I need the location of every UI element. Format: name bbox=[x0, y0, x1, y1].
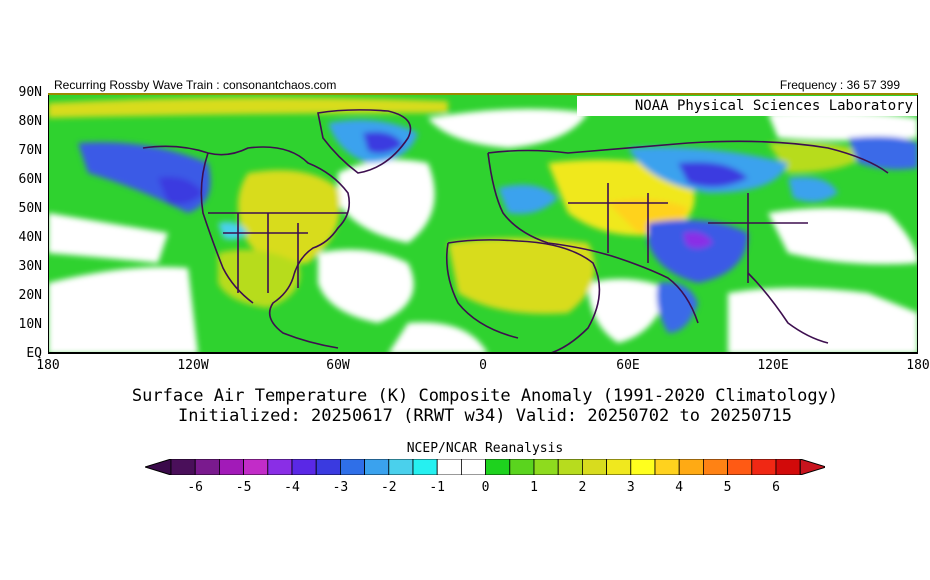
colorbar bbox=[145, 459, 825, 475]
anomaly-warm-canada bbox=[238, 170, 340, 264]
title-line-1: Surface Air Temperature (K) Composite An… bbox=[131, 386, 839, 406]
coast-greenland bbox=[317, 109, 412, 174]
anomaly-white-atlantic-2 bbox=[318, 249, 414, 323]
anomaly-cold-pacific-ne bbox=[848, 136, 918, 170]
colorbar-swatch bbox=[581, 459, 607, 475]
anomaly-warm-north-africa bbox=[448, 238, 595, 314]
colorbar-swatch bbox=[243, 459, 269, 475]
lat-label: 50N bbox=[18, 201, 42, 216]
colorbar-tick-label: -1 bbox=[429, 480, 446, 495]
colorbar-title: NCEP/NCAR Reanalysis bbox=[406, 441, 564, 456]
lat-label: 20N bbox=[18, 288, 42, 303]
header-right-text: Frequency : 36 57 399 bbox=[779, 78, 900, 92]
colorbar-swatch bbox=[460, 459, 486, 475]
colorbar-swatch bbox=[557, 459, 583, 475]
anomaly-cold-tibet-core bbox=[683, 231, 713, 249]
overlay-label: NOAA Physical Sciences Laboratory bbox=[577, 96, 917, 116]
colorbar-swatch bbox=[654, 459, 680, 475]
anomaly-white-south-atlantic bbox=[388, 322, 488, 354]
colorbar-swatch bbox=[315, 459, 341, 475]
title-line-2: Initialized: 20250617 (RRWT w34) Valid: … bbox=[177, 406, 793, 426]
anomaly-white-arctic bbox=[428, 109, 588, 148]
colorbar-swatch bbox=[291, 459, 317, 475]
colorbar-tick-label: 2 bbox=[578, 480, 587, 495]
anomaly-white-pacific-2 bbox=[48, 213, 168, 263]
anomaly-cold-central-us bbox=[218, 221, 248, 240]
colorbar-swatch bbox=[775, 459, 801, 475]
colorbar-tick-label: -3 bbox=[332, 480, 349, 495]
anomaly-warm-arctic bbox=[48, 97, 448, 118]
anomaly-white-pacific-w bbox=[768, 208, 918, 265]
colorbar-swatch bbox=[509, 459, 535, 475]
anomaly-white-east-asia bbox=[768, 111, 918, 141]
colorbar-swatch bbox=[388, 459, 414, 475]
colorbar-swatch bbox=[727, 459, 753, 475]
colorbar-swatch bbox=[533, 459, 559, 475]
anomaly-cold-greenland-core bbox=[363, 131, 403, 154]
lon-label: 120E bbox=[757, 358, 789, 373]
anomaly-cold-tibet bbox=[648, 219, 748, 283]
colorbar-tick-label: -5 bbox=[235, 480, 252, 495]
anomaly-white-atlantic bbox=[338, 159, 435, 243]
colorbar-tick-label: 4 bbox=[675, 480, 684, 495]
anomaly-cold-scandinavia bbox=[498, 184, 558, 214]
lon-label: 60W bbox=[326, 358, 350, 373]
map-svg bbox=[48, 93, 918, 354]
colorbar-swatch bbox=[170, 459, 196, 475]
colorbar-tick-label: 1 bbox=[530, 480, 538, 495]
lon-label: 0 bbox=[479, 358, 487, 373]
colorbar-right-arrow bbox=[799, 459, 825, 475]
colorbar-swatch bbox=[219, 459, 245, 475]
lon-label: 180 bbox=[906, 358, 930, 373]
coast-africa bbox=[445, 239, 601, 354]
anomaly-cold-okhotsk bbox=[788, 177, 838, 202]
lat-label: 40N bbox=[18, 230, 42, 245]
lat-label: 70N bbox=[18, 143, 42, 158]
colorbar-tick-label: 5 bbox=[723, 480, 732, 495]
colorbar-tick-label: 3 bbox=[626, 480, 635, 495]
header-left-text: Recurring Rossby Wave Train : consonantc… bbox=[54, 78, 337, 92]
colorbar-tick-label: -4 bbox=[284, 480, 300, 495]
anomaly-map bbox=[48, 93, 918, 354]
colorbar-swatch bbox=[678, 459, 704, 475]
colorbar-swatch bbox=[194, 459, 220, 475]
colorbar-swatch bbox=[751, 459, 777, 475]
coast-europe-asia bbox=[487, 140, 889, 344]
colorbar-swatch bbox=[485, 459, 511, 475]
lat-label: 90N bbox=[18, 85, 42, 100]
lon-label: 120W bbox=[177, 358, 209, 373]
colorbar-swatch bbox=[703, 459, 729, 475]
colorbar-tick-label: -6 bbox=[187, 480, 204, 495]
lat-label: 10N bbox=[18, 317, 42, 332]
anomaly-warm-eastern-sib bbox=[768, 141, 868, 173]
colorbar-left-arrow bbox=[145, 459, 172, 475]
lon-label: 180 bbox=[36, 358, 60, 373]
anomaly-cold-alaska-core bbox=[158, 177, 203, 205]
colorbar-swatch bbox=[606, 459, 632, 475]
lat-label: 60N bbox=[18, 172, 42, 187]
lat-label: EQ bbox=[26, 346, 42, 361]
colorbar-swatch bbox=[630, 459, 656, 475]
colorbar-swatch bbox=[339, 459, 365, 475]
anomaly-white-indian bbox=[588, 279, 668, 343]
colorbar-swatch bbox=[364, 459, 390, 475]
lat-label: 80N bbox=[18, 114, 42, 129]
borders-asia bbox=[568, 183, 808, 283]
lat-label: 30N bbox=[18, 259, 42, 274]
colorbar-tick-label: 0 bbox=[481, 480, 490, 495]
lon-label: 60E bbox=[616, 358, 640, 373]
coast-north-america bbox=[142, 145, 351, 349]
anomaly-white-pacific bbox=[48, 267, 198, 354]
coastlines bbox=[142, 109, 889, 354]
anomaly-cold-siberia-core bbox=[678, 162, 748, 187]
colorbar-swatch bbox=[267, 459, 293, 475]
colorbar-swatch bbox=[412, 459, 438, 475]
colorbar-swatch bbox=[436, 459, 462, 475]
borders-us bbox=[208, 212, 348, 293]
colorbar-tick-label: -2 bbox=[380, 480, 397, 495]
anomaly-cold-india bbox=[656, 282, 698, 333]
colorbar-tick-label: 6 bbox=[772, 480, 780, 495]
